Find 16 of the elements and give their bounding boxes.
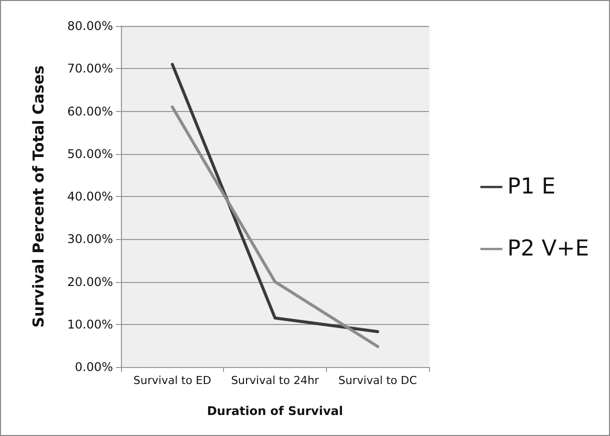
x-tick-label: Survival to ED (133, 374, 212, 387)
y-tick-label: 60.00% (67, 104, 113, 118)
legend-label: P1 E (507, 174, 556, 200)
y-tick-label: 0.00% (74, 360, 113, 374)
y-tick-label: 50.00% (67, 146, 113, 161)
legend-label: P2 V+E (507, 236, 589, 262)
x-tick-label: Survival to DC (338, 374, 418, 387)
y-tick-label: 70.00% (67, 62, 113, 76)
y-tick-label: 20.00% (67, 274, 113, 289)
y-tick-label: 30.00% (67, 232, 113, 246)
y-tick-label: 40.00% (67, 190, 113, 204)
x-tick-label: Survival to 24hr (231, 374, 320, 387)
y-axis-title: Survival Percent of Total Cases (30, 65, 48, 328)
y-tick-label: 10.00% (67, 317, 113, 332)
x-axis-title: Duration of Survival (206, 404, 344, 418)
y-tick-label: 80.00% (67, 19, 113, 33)
